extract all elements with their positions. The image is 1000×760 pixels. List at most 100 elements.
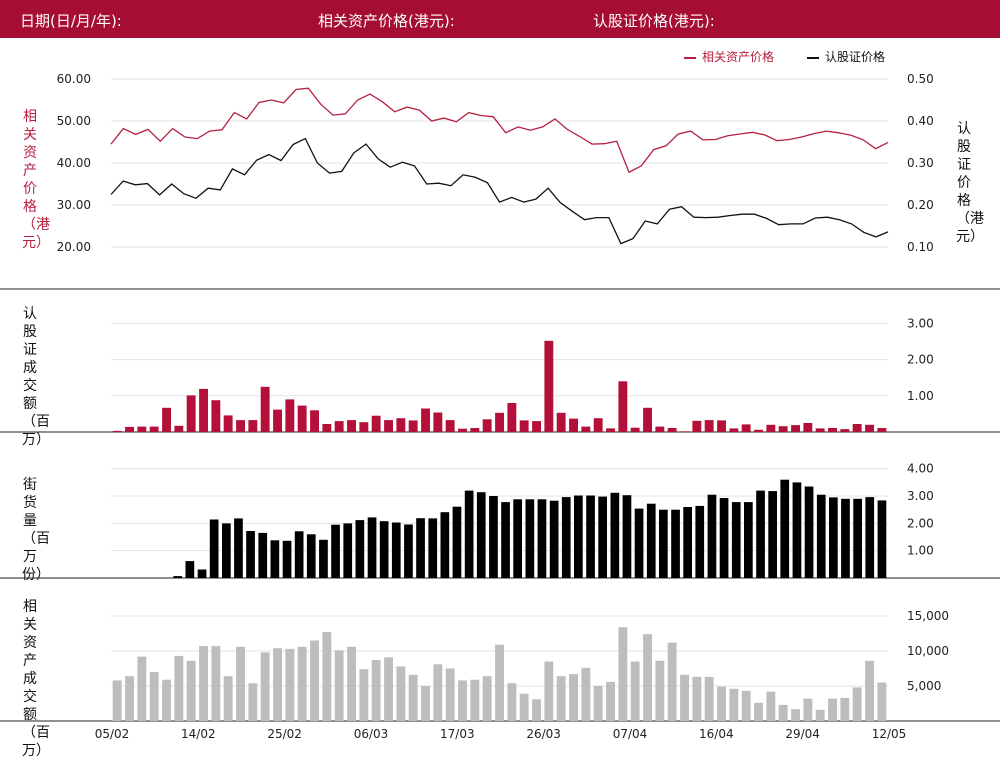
- outstanding-bar: [501, 502, 510, 578]
- underlying-turnover-bar: [754, 702, 763, 721]
- warrant-turnover-bar: [593, 418, 603, 432]
- warrant-turnover-bar: [334, 421, 344, 432]
- outstanding-bar: [222, 523, 231, 578]
- outstanding-bar: [258, 532, 268, 578]
- outstanding-bar: [549, 500, 559, 578]
- price-left-tick-label: 60.00: [57, 72, 91, 86]
- outstanding-bar: [197, 569, 207, 578]
- chart-canvas: 20.00 30.00 40.00 50.00 60.00 0.10 0.20 0.30 0.4…: [0, 72, 1000, 741]
- legend-warrant-label: 认股证价格: [825, 50, 886, 64]
- outstanding-bar: [865, 497, 875, 578]
- warrant-turnover-bar: [433, 412, 443, 432]
- outstanding-bar: [586, 495, 595, 578]
- underlying-turnover-bar: [877, 682, 887, 721]
- date-label: 日期(日/月/年):: [20, 12, 122, 30]
- warrant-turnover-bar: [236, 420, 245, 432]
- underlying-turnover-bar: [667, 642, 677, 721]
- outstanding-bar: [707, 494, 717, 578]
- warrant-turnover-bar: [717, 420, 726, 432]
- warrant-turnover-bar: [581, 426, 591, 432]
- underlying-turnover-bar: [828, 698, 837, 721]
- warrant-turnover-bar: [174, 425, 184, 432]
- legend-warrant-swatch: [807, 56, 819, 59]
- underlying-turnover-bar: [544, 661, 554, 721]
- header-bar: 日期(日/月/年): 相关资产价格(港元): 认股证价格(港元):: [0, 0, 1000, 38]
- outstanding-bar: [209, 519, 219, 578]
- outstanding-bar: [355, 520, 365, 578]
- x-axis-tick-label: 16/04: [699, 727, 734, 741]
- warrant-turnover-bar: [692, 420, 702, 432]
- underlying-turnover-bar: [408, 674, 418, 721]
- underlying-turnover-bar: [384, 657, 393, 721]
- outstanding-bar: [574, 495, 583, 578]
- underlying-turnover-bar: [236, 646, 245, 721]
- legend-warrant: 认股证价格: [807, 48, 885, 65]
- underlying-turnover-bar: [112, 680, 122, 721]
- underlying-turnover-bar: [741, 690, 751, 721]
- x-axis-tick-label: 07/04: [613, 727, 648, 741]
- underlying-turnover-bar: [569, 674, 578, 721]
- outstanding-bar: [719, 498, 729, 578]
- outstanding-bar: [476, 492, 486, 578]
- outstanding-bar: [464, 490, 474, 578]
- underlying-turnover-bar: [199, 646, 208, 721]
- outstanding-bar: [306, 534, 316, 578]
- underlying-turnover-bar: [248, 683, 258, 721]
- underlying-turnover-bar: [692, 676, 702, 721]
- underlying-turnover-bar: [778, 704, 788, 721]
- warrant-turnover-bar: [470, 428, 480, 432]
- warrant-turnover-bar: [778, 426, 788, 432]
- warrant-turnover-bar: [655, 426, 665, 432]
- warrant-turnover-bar: [199, 388, 208, 432]
- warrant-turnover-bar: [766, 424, 776, 432]
- underlying-turnover-bar: [618, 627, 628, 721]
- warrant-turnover-bar: [421, 408, 430, 432]
- underlying-turnover-bar: [396, 666, 406, 721]
- x-axis-tick-label: 06/03: [354, 727, 389, 741]
- x-axis-tick-label: 14/02: [181, 727, 216, 741]
- outstanding-bar: [404, 524, 413, 578]
- underlying-turnover-bar: [260, 652, 270, 721]
- warrant-turnover-bar: [310, 410, 319, 432]
- outstanding-bar: [877, 500, 887, 578]
- outstanding-bar: [270, 540, 280, 578]
- underlying-turnover-bar: [174, 655, 184, 721]
- underlying-turnover-bar: [704, 676, 714, 721]
- x-axis-tick-label: 05/02: [95, 727, 130, 741]
- underlying-turnover-bar: [347, 646, 356, 721]
- price-right-tick-label: 0.30: [907, 156, 934, 170]
- outstanding-bar: [428, 518, 438, 578]
- outstanding-tick-label: 1.00: [907, 544, 934, 558]
- outstanding-tick-label: 2.00: [907, 516, 934, 530]
- underlying-turnover-bar: [815, 709, 825, 721]
- x-axis-tick-label: 17/03: [440, 727, 475, 741]
- outstanding-bar: [792, 482, 802, 578]
- outstanding-bar: [319, 539, 328, 578]
- outstanding-bar: [234, 518, 243, 578]
- outstanding-bar: [768, 491, 777, 578]
- warrant-turnover-bar: [803, 423, 813, 432]
- underlying-turnover-bar: [421, 686, 430, 721]
- outstanding-bar: [731, 502, 741, 578]
- underlying-turnover-bar: [803, 698, 813, 721]
- outstanding-bar: [416, 518, 425, 578]
- underlying-turnover-bar: [470, 679, 480, 721]
- outstanding-bar: [294, 531, 304, 578]
- price-left-tick-label: 20.00: [57, 240, 91, 254]
- underlying-turnover-bar: [717, 686, 726, 721]
- underlying-turnover-bar: [606, 681, 615, 721]
- warrant-turnover-tick-label: 3.00: [907, 316, 934, 330]
- warrant-price-line: [110, 137, 889, 245]
- legend-underlying-label: 相关资产价格: [702, 50, 775, 64]
- underlying-turnover-bar: [359, 669, 369, 721]
- warrant-turnover-bar: [384, 420, 393, 432]
- price-right-tick-label: 0.10: [907, 240, 934, 254]
- warrant-turnover-bar: [149, 426, 159, 432]
- legend-underlying-swatch: [684, 56, 696, 59]
- underlying-turnover-bar: [630, 661, 640, 721]
- warrant-turnover-bar: [445, 420, 455, 432]
- warrant-turnover-bar: [840, 429, 850, 432]
- outstanding-bar: [452, 506, 462, 578]
- underlying-turnover-bar: [334, 650, 344, 721]
- outstanding-tick-label: 4.00: [907, 462, 934, 476]
